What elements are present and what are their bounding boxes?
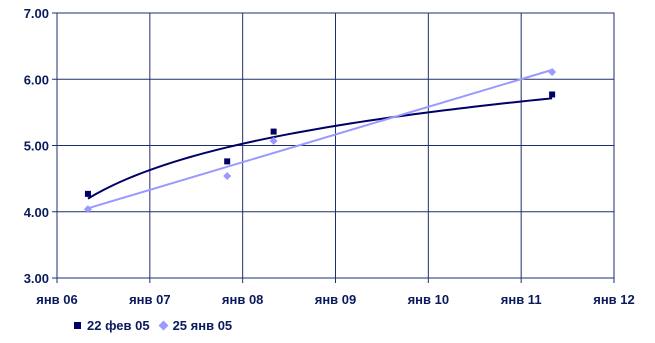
trendline-series-2 bbox=[87, 68, 553, 210]
legend-diamond-marker bbox=[158, 320, 169, 331]
legend: 22 фев 05 25 янв 05 bbox=[74, 318, 232, 333]
x-tick-label: янв 10 bbox=[408, 292, 450, 307]
y-tick-label: 3.00 bbox=[24, 271, 49, 286]
data-point-series-1 bbox=[84, 190, 91, 197]
y-tick-label: 7.00 bbox=[24, 6, 49, 21]
y-tick-label: 5.00 bbox=[24, 139, 49, 154]
trendline-series-1 bbox=[87, 97, 553, 200]
data-point-series-2 bbox=[269, 136, 278, 145]
legend-label-series-1: 22 фев 05 bbox=[87, 318, 150, 333]
x-tick-label: янв 11 bbox=[501, 292, 542, 307]
y-tick-label: 6.00 bbox=[24, 72, 49, 87]
x-tick-label: янв 12 bbox=[593, 292, 635, 307]
legend-label-series-2: 25 янв 05 bbox=[172, 318, 233, 333]
legend-item-series-2: 25 янв 05 bbox=[158, 318, 233, 333]
legend-item-series-1: 22 фев 05 bbox=[74, 318, 150, 333]
data-point-series-1 bbox=[224, 158, 231, 165]
data-point-series-2 bbox=[548, 67, 557, 76]
x-tick-label: янв 08 bbox=[222, 292, 264, 307]
data-point-series-1 bbox=[549, 91, 556, 98]
data-point-series-2 bbox=[83, 205, 92, 214]
x-tick-label: янв 07 bbox=[129, 292, 171, 307]
data-markers bbox=[83, 67, 557, 214]
x-tick-label: янв 09 bbox=[315, 292, 357, 307]
grid bbox=[52, 12, 615, 283]
tick-labels: 3.00 4.00 5.00 6.00 7.00 янв 06 янв 07 янв 08 ян… bbox=[24, 6, 635, 307]
data-point-series-1 bbox=[270, 128, 277, 135]
x-tick-label: янв 06 bbox=[36, 292, 78, 307]
y-tick-label: 4.00 bbox=[24, 205, 49, 220]
trendlines bbox=[87, 68, 553, 210]
legend-square-marker bbox=[74, 322, 81, 329]
data-point-series-2 bbox=[223, 171, 232, 180]
